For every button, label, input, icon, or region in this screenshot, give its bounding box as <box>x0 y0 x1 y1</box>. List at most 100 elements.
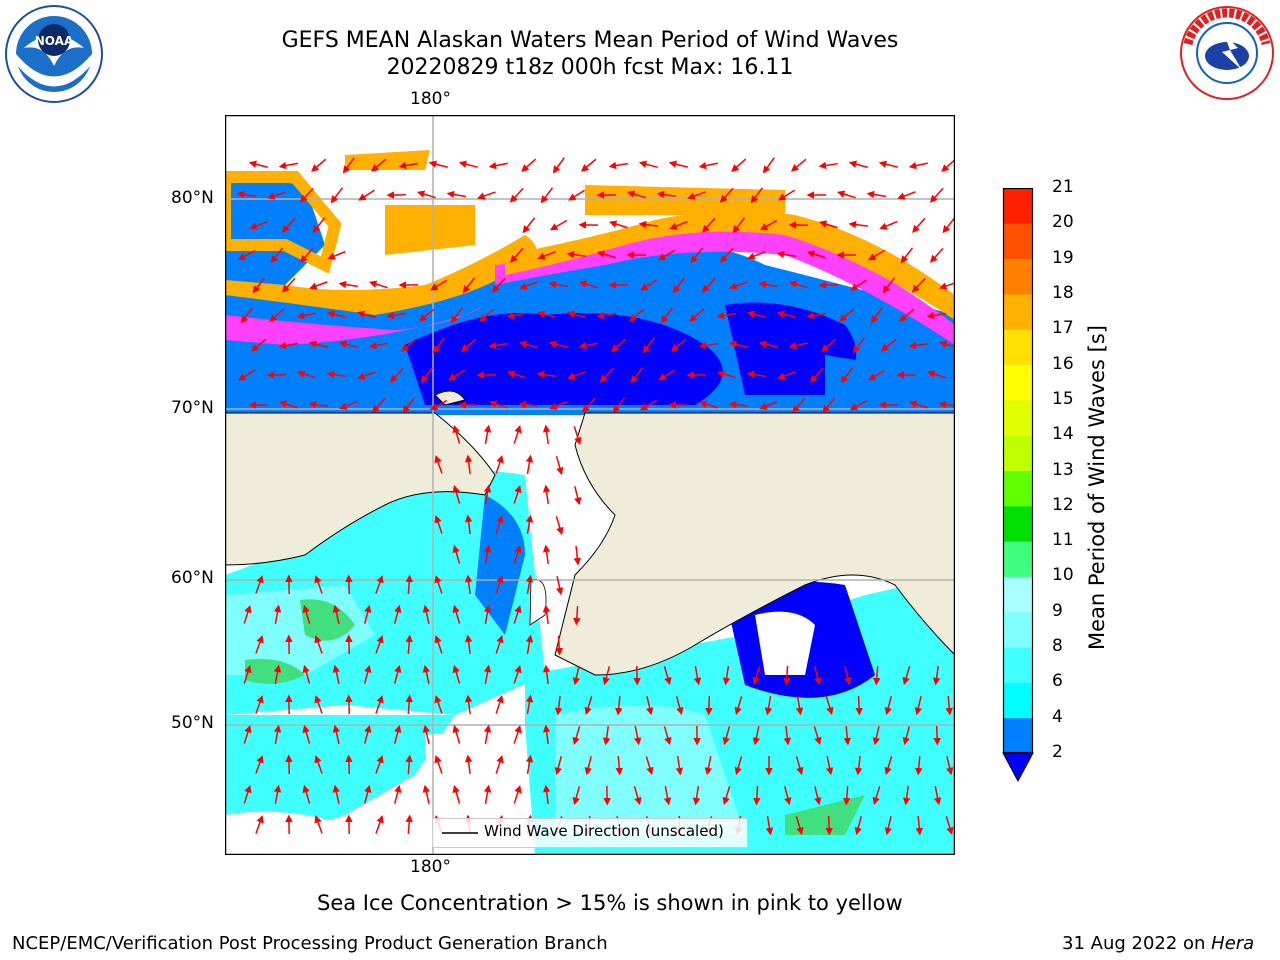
wind-wave-arrow <box>933 786 942 806</box>
wind-wave-arrow <box>759 219 778 231</box>
wind-wave-arrow <box>491 277 506 293</box>
colorbar-tick-label: 18 <box>1052 282 1074 303</box>
wind-wave-arrow <box>434 515 443 534</box>
wind-wave-arrow <box>728 340 748 349</box>
wind-wave-arrow <box>759 400 778 410</box>
wind-wave-arrow <box>609 220 628 229</box>
wind-wave-arrow <box>750 187 764 204</box>
wind-wave-arrow <box>580 158 597 172</box>
wind-wave-arrow <box>537 250 556 260</box>
wind-wave-arrow <box>236 190 256 199</box>
wind-wave-arrow <box>866 190 887 199</box>
colorbar-tick-label: 2 <box>1052 742 1063 762</box>
wind-wave-arrow <box>548 280 569 289</box>
wind-wave-arrow <box>308 340 328 349</box>
colorbar-tick-label: 20 <box>1052 212 1074 233</box>
wind-wave-arrow <box>302 784 311 804</box>
wind-wave-arrow <box>296 370 316 379</box>
wind-wave-arrow <box>848 220 869 229</box>
wind-wave-arrow <box>525 634 534 654</box>
wind-wave-arrow <box>929 247 944 263</box>
wind-wave-arrow <box>568 189 586 201</box>
wind-wave-arrow <box>243 785 252 804</box>
wind-wave-arrow <box>899 308 915 322</box>
wind-wave-arrow <box>776 310 796 318</box>
wind-wave-arrow <box>716 311 736 320</box>
wind-wave-arrow <box>670 338 687 352</box>
wind-wave-arrow <box>416 190 436 199</box>
wind-wave-arrow <box>513 605 522 624</box>
wind-wave-arrow <box>909 400 928 409</box>
wind-wave-arrow <box>806 311 826 320</box>
wind-wave-arrow <box>483 604 492 624</box>
wind-wave-arrow <box>870 307 883 324</box>
wind-wave-arrow <box>838 308 855 322</box>
wind-wave-arrow <box>572 666 580 686</box>
wind-wave-arrow <box>364 724 372 744</box>
lat-label-70: 70°N <box>171 398 214 418</box>
wind-wave-arrow <box>722 726 731 746</box>
wind-wave-arrow <box>719 187 734 203</box>
wind-wave-arrow <box>248 160 268 168</box>
wind-wave-arrow <box>872 786 881 806</box>
wind-wave-arrow <box>464 754 473 775</box>
wind-wave-arrow <box>819 220 838 229</box>
wind-wave-arrow <box>464 694 473 715</box>
wind-wave-arrow <box>926 370 946 379</box>
wind-wave-arrow <box>495 695 504 714</box>
wind-wave-arrow <box>393 724 402 744</box>
colorbar-tick-label: 17 <box>1052 318 1074 339</box>
wind-wave-arrow <box>483 724 492 744</box>
wind-wave-arrow <box>747 251 766 260</box>
wind-wave-arrow <box>729 281 748 290</box>
wind-wave-arrow <box>668 160 688 168</box>
wind-wave-arrow <box>848 160 868 169</box>
wind-wave-arrow <box>521 158 537 172</box>
wind-wave-arrow <box>249 221 268 230</box>
wind-wave-arrow <box>405 814 413 835</box>
wind-wave-arrow <box>821 338 837 353</box>
wind-wave-arrow <box>758 280 779 289</box>
wind-wave-arrow <box>640 279 657 291</box>
colorbar-segment <box>1003 505 1033 542</box>
wind-wave-arrow <box>483 424 492 444</box>
colorbar-segment <box>1003 611 1033 648</box>
wind-wave-arrow <box>542 604 551 625</box>
wind-wave-arrow <box>813 726 822 746</box>
colorbar-segment <box>1003 647 1033 683</box>
colorbar-segment <box>1003 435 1033 471</box>
wind-wave-arrow <box>542 724 551 745</box>
wind-wave-arrow <box>814 786 822 806</box>
wind-wave-arrow <box>615 755 623 776</box>
colorbar-segment <box>1003 717 1033 754</box>
wind-wave-arrow <box>302 604 311 624</box>
wind-wave-arrow <box>302 664 311 684</box>
wind-wave-arrow <box>844 666 852 686</box>
wind-wave-arrow <box>237 249 256 261</box>
wind-wave-arrow <box>269 308 285 323</box>
wind-wave-arrow <box>567 371 586 380</box>
wind-wave-arrow <box>566 310 586 319</box>
colorbar-tick-label: 11 <box>1052 530 1074 551</box>
wind-wave-arrow <box>452 784 461 804</box>
wind-wave-arrow <box>311 158 327 172</box>
wind-wave-arrow <box>669 220 688 230</box>
wind-wave-arrow <box>252 277 266 294</box>
wind-wave-arrow <box>509 187 524 203</box>
wind-wave-arrow <box>942 217 955 234</box>
wind-wave-arrow <box>732 217 746 234</box>
wind-wave-arrow <box>914 696 922 716</box>
wind-wave-arrow <box>389 367 404 383</box>
wind-wave-arrow <box>722 786 731 806</box>
wind-wave-arrow <box>540 187 554 204</box>
wind-wave-arrow <box>734 696 743 716</box>
wind-wave-arrow <box>702 217 716 233</box>
wind-wave-arrow <box>255 635 264 654</box>
wind-wave-arrow <box>522 217 536 234</box>
wind-wave-arrow <box>915 815 924 836</box>
wind-wave-arrow <box>299 187 314 203</box>
wind-wave-arrow <box>300 247 314 263</box>
wind-wave-arrow <box>788 280 808 289</box>
wind-wave-arrow <box>902 726 911 746</box>
wind-wave-arrow <box>273 664 282 684</box>
